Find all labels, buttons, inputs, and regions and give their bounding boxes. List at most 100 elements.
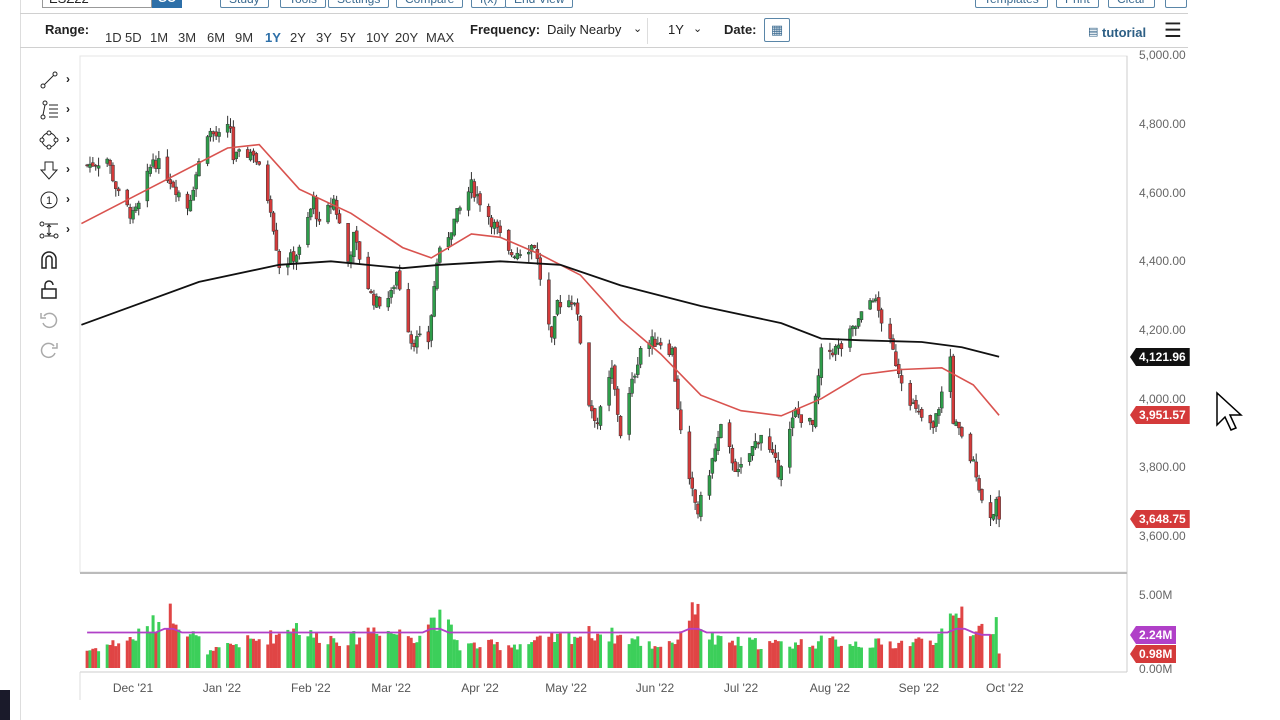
candle [810, 420, 815, 426]
chevron-right-icon[interactable]: › [66, 132, 70, 146]
marker-tool-button[interactable]: 1 › [36, 188, 76, 212]
range-5d[interactable]: 5D [125, 30, 142, 45]
symbol-input[interactable]: ESZ22 [42, 0, 152, 8]
range-1y[interactable]: 1Y [265, 30, 281, 45]
study-button[interactable]: Study [220, 0, 269, 8]
volume-bar [900, 640, 904, 668]
candle [486, 206, 491, 218]
tools-button[interactable]: Tools [280, 0, 327, 8]
magnet-button[interactable] [36, 248, 76, 272]
volume-bar [619, 634, 623, 668]
line-tool-button[interactable]: › [36, 68, 76, 92]
candle [214, 131, 218, 137]
range-2y[interactable]: 2Y [290, 30, 306, 45]
volume-bar [728, 642, 732, 668]
candle [177, 192, 181, 198]
candle [767, 436, 772, 450]
top-toolbar: ESZ22 GO Study Tools Settings Compare f(… [20, 0, 1188, 14]
volume-bar [406, 636, 410, 668]
candle [770, 449, 775, 453]
compare-button[interactable]: Compare [396, 0, 464, 8]
x-axis-tick: Jul '22 [723, 681, 759, 695]
candle [558, 301, 563, 308]
x-axis-tick: Aug '22 [809, 681, 851, 695]
volume-bar [389, 633, 393, 668]
candle [329, 205, 333, 208]
volume-bar [446, 619, 450, 668]
candle [386, 297, 391, 308]
candle [455, 208, 459, 222]
more-button[interactable] [1165, 0, 1187, 8]
volume-bar [647, 641, 651, 668]
candle [894, 351, 898, 366]
volume-bar [859, 647, 863, 668]
candle [670, 347, 674, 355]
arrow-tool-button[interactable]: › [36, 158, 76, 182]
undo-button[interactable] [36, 308, 76, 332]
measure-tool-button[interactable]: › [36, 218, 76, 242]
candle [590, 405, 594, 412]
volume-bar [154, 632, 158, 668]
volume-bar [596, 633, 600, 668]
volume-bar [157, 621, 161, 668]
chevron-right-icon[interactable]: › [66, 102, 70, 116]
range-20y[interactable]: 20Y [395, 30, 419, 45]
fibonacci-tool-button[interactable]: › [36, 98, 76, 122]
range-10y[interactable]: 10Y [366, 30, 390, 45]
chevron-down-icon[interactable]: ⌄ [693, 23, 703, 35]
range-max[interactable]: MAX [426, 30, 455, 45]
range-1d[interactable]: 1D [105, 30, 122, 45]
candle [914, 399, 918, 409]
chevron-down-icon[interactable]: ⌄ [633, 23, 643, 35]
range-5y[interactable]: 5Y [340, 30, 356, 45]
period-select[interactable]: 1Y [668, 22, 684, 37]
volume-bar [429, 617, 433, 668]
x-axis-tick: Sep '22 [898, 681, 939, 695]
go-button[interactable]: GO [152, 0, 182, 8]
settings-button[interactable]: Settings [328, 0, 390, 8]
hamburger-menu-icon[interactable]: ☰ [1164, 20, 1182, 42]
candle [446, 237, 451, 247]
volume-bar [627, 644, 631, 668]
tutorial-link[interactable]: tutorial [1102, 25, 1147, 40]
volume-bar [286, 629, 290, 668]
candle [839, 343, 844, 350]
lock-button[interactable] [36, 278, 76, 302]
calendar-icon[interactable]: ▦ [764, 18, 790, 42]
volume-bar [553, 641, 557, 668]
volume-bar [808, 646, 812, 668]
end-view-button[interactable]: End View [505, 0, 574, 8]
clear-button[interactable]: Clear [1108, 0, 1155, 8]
templates-button[interactable]: Templates [975, 0, 1048, 8]
volume-bar [578, 636, 582, 668]
svg-text:1: 1 [46, 195, 52, 207]
volume-bar [854, 641, 858, 668]
shape-tool-button[interactable]: › [36, 128, 76, 152]
volume-bar [880, 644, 884, 668]
volume-bar [458, 650, 462, 668]
chevron-right-icon[interactable]: › [66, 222, 70, 236]
candle [349, 254, 353, 263]
frequency-select[interactable]: Daily Nearby [547, 22, 622, 37]
range-9m[interactable]: 9M [235, 30, 254, 45]
volume-bar [960, 606, 964, 668]
candle [879, 309, 884, 324]
volume-bar [487, 639, 491, 668]
volume-bar [759, 648, 763, 668]
volume-bar [185, 636, 189, 668]
chevron-right-icon[interactable]: › [66, 162, 70, 176]
volume-bar [469, 643, 473, 668]
print-button[interactable]: Print [1056, 0, 1099, 8]
range-3m[interactable]: 3M [178, 30, 197, 45]
chevron-right-icon[interactable]: › [66, 192, 70, 206]
candle [148, 166, 152, 174]
range-3y[interactable]: 3Y [316, 30, 332, 45]
candle [274, 229, 279, 251]
range-1m[interactable]: 1M [150, 30, 169, 45]
chevron-right-icon[interactable]: › [66, 72, 70, 86]
candle [713, 448, 717, 462]
redo-button[interactable] [36, 338, 76, 362]
candle [248, 151, 253, 161]
range-6m[interactable]: 6M [207, 30, 226, 45]
